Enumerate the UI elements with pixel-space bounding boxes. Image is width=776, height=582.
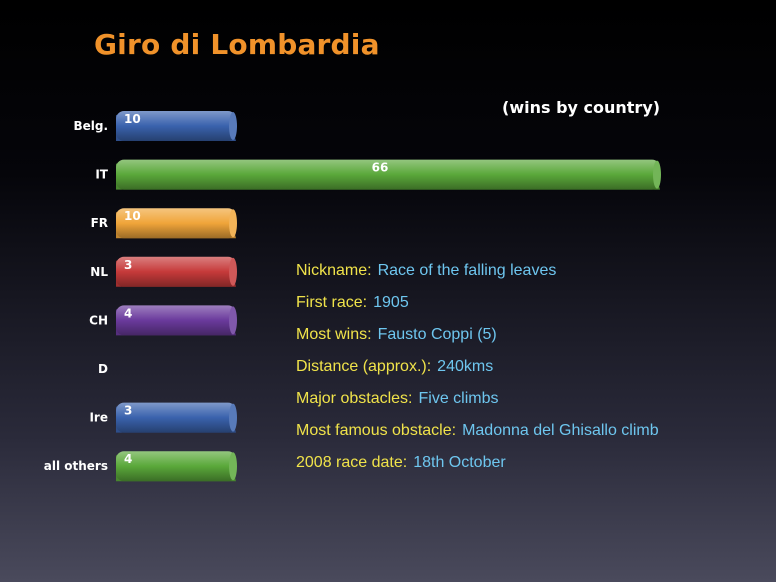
info-row-nickname: Nickname: Race of the falling leaves (296, 258, 659, 290)
bar-cap (229, 452, 237, 481)
category-label: D (98, 362, 108, 376)
bar (116, 451, 237, 482)
info-key: Most famous obstacle: (296, 422, 457, 439)
category-label: FR (91, 216, 108, 230)
value-label: 3 (124, 258, 132, 272)
value-label: 4 (124, 452, 132, 466)
bar-cap (229, 306, 237, 335)
bar-face (116, 256, 236, 287)
category-label: IT (95, 168, 108, 182)
category-label: Belg. (73, 119, 108, 133)
bar-cap (229, 209, 237, 238)
value-label: 3 (124, 404, 132, 418)
info-value: Fausto Coppi (5) (377, 326, 497, 343)
category-labels: Belg. IT FR NL CH D Ire all others (44, 119, 109, 473)
category-label: NL (90, 265, 108, 279)
bar-face (116, 111, 236, 141)
bar-cap (229, 112, 237, 140)
bar (116, 305, 237, 336)
info-value: 18th October (413, 454, 506, 471)
category-label: CH (89, 313, 108, 327)
info-key: Nickname: (296, 262, 372, 279)
info-value: 1905 (373, 294, 409, 311)
info-row-most-wins: Most wins: Fausto Coppi (5) (296, 322, 659, 354)
bar-face (116, 159, 660, 190)
info-value: Race of the falling leaves (377, 262, 557, 279)
bar (116, 256, 237, 287)
info-value: 240kms (437, 358, 494, 375)
page-title: Giro di Lombardia (94, 28, 380, 61)
info-key: Distance (approx.): (296, 358, 432, 375)
info-panel: Nickname: Race of the falling leaves Firs… (296, 258, 659, 482)
category-label: all others (44, 459, 108, 473)
bar-cap (653, 160, 661, 189)
value-label: 10 (124, 209, 141, 223)
info-row-major-obstacles: Major obstacles: Five climbs (296, 386, 659, 418)
value-labels: 10 66 10 3 4 3 4 (124, 112, 388, 466)
bar (116, 402, 237, 433)
info-value: Madonna del Ghisallo climb (462, 422, 659, 439)
bar-cap (229, 257, 237, 286)
bars-group (116, 111, 661, 482)
bar-face (116, 208, 236, 239)
bar (116, 111, 237, 141)
bar-face (116, 451, 236, 482)
bar (116, 208, 237, 239)
bar-face (116, 402, 236, 433)
value-label: 4 (124, 306, 132, 320)
info-row-race-date: 2008 race date: 18th October (296, 450, 659, 482)
info-key: Most wins: (296, 326, 372, 343)
info-row-famous-obstacle: Most famous obstacle: Madonna del Ghisall… (296, 418, 659, 450)
info-value: Five climbs (418, 390, 499, 407)
value-label: 10 (124, 112, 141, 126)
info-row-distance: Distance (approx.): 240kms (296, 354, 659, 386)
bar-cap (229, 403, 237, 432)
info-key: 2008 race date: (296, 454, 408, 471)
info-key: Major obstacles: (296, 390, 413, 407)
category-label: Ire (89, 411, 108, 425)
bar (116, 159, 661, 190)
value-label: 66 (372, 161, 389, 175)
info-row-first-race: First race: 1905 (296, 290, 659, 322)
bar-face (116, 305, 236, 336)
chart-subtitle: (wins by country) (502, 98, 661, 117)
info-key: First race: (296, 294, 368, 311)
